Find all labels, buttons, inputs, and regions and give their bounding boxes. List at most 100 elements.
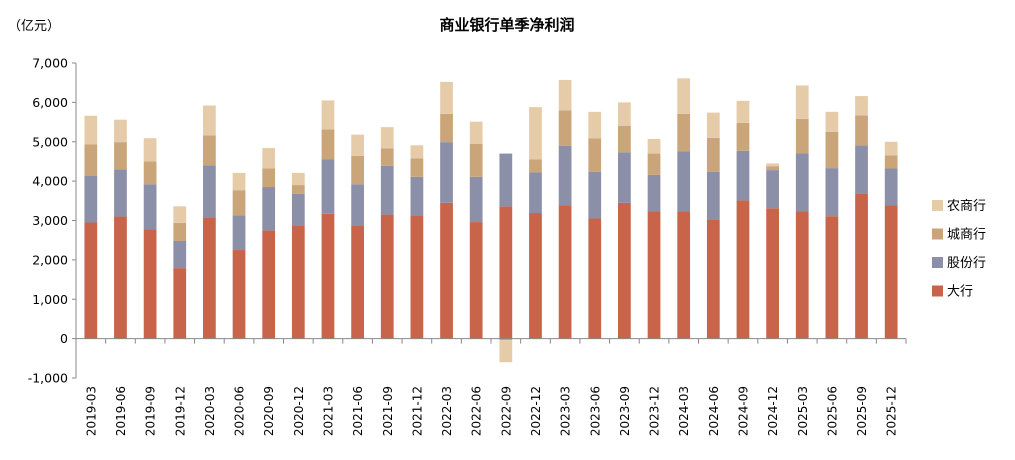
bar-1-2025-09	[855, 193, 868, 339]
x-tick-label: 2024-03	[677, 386, 691, 436]
bar-4-2023-12	[647, 138, 661, 154]
bar-2-2019-06	[114, 169, 127, 217]
bar-2-2025-03	[795, 153, 809, 212]
bar-3-2023-12	[647, 153, 661, 175]
bar-3-2020-06	[232, 190, 246, 216]
bar-3-2022-12	[529, 159, 542, 173]
bar-2-2020-09	[262, 187, 276, 231]
bar-2-2023-06	[588, 171, 602, 219]
x-tick-label: 2025-09	[855, 386, 869, 436]
bar-1-2024-03	[677, 211, 691, 339]
bar-4-2023-09	[618, 102, 631, 126]
bar-4-2024-12	[766, 163, 779, 167]
x-tick-label: 2023-12	[648, 386, 662, 436]
bar-2-2023-12	[647, 174, 661, 212]
bar-2-2024-03	[677, 151, 691, 212]
bar-4-2024-09	[736, 100, 750, 123]
bar-3-2025-09	[855, 115, 868, 146]
bar-3-2021-12	[410, 158, 424, 177]
x-tick-label: 2025-12	[885, 386, 899, 436]
bar-4-2022-09	[499, 340, 513, 363]
bar-4-2025-06	[825, 111, 839, 132]
y-tick-label: 6,000	[32, 95, 68, 110]
y-tick-label: 7,000	[32, 56, 68, 71]
y-tick-label: 2,000	[32, 252, 68, 267]
bar-4-2022-06	[469, 121, 483, 144]
bar-4-2019-09	[143, 138, 157, 162]
bar-1-2024-12	[766, 208, 779, 339]
bar-3-2020-03	[203, 135, 216, 166]
bar-2-2022-03	[440, 142, 453, 203]
x-tick-label: 2022-03	[440, 386, 454, 436]
bar-2-2019-03	[84, 175, 98, 223]
bar-3-2023-06	[588, 138, 602, 172]
bar-2-2020-06	[232, 215, 246, 251]
bar-4-2025-09	[855, 96, 868, 116]
y-tick-label: 1,000	[32, 292, 68, 307]
bar-2-2019-12	[173, 240, 187, 269]
x-tick-label: 2020-06	[233, 386, 247, 436]
y-tick-label: 3,000	[32, 213, 68, 228]
bar-2-2025-06	[825, 168, 839, 217]
bar-1-2019-03	[84, 222, 98, 339]
x-tick-label: 2021-09	[381, 386, 395, 436]
bar-2-2022-12	[529, 172, 542, 214]
legend-label: 大行	[947, 285, 973, 300]
bar-1-2023-06	[588, 218, 602, 339]
bar-2-2024-06	[706, 171, 720, 220]
bars	[84, 78, 898, 363]
x-tick-label: 2025-06	[825, 386, 839, 436]
x-tick-label: 2024-09	[736, 386, 750, 436]
x-tick-label: 2025-03	[796, 386, 810, 436]
x-tick-label: 2022-09	[499, 386, 513, 436]
y-tick-label: 0	[60, 331, 68, 346]
bar-2-2019-09	[143, 184, 157, 230]
bar-1-2025-12	[884, 205, 898, 339]
bar-1-2020-06	[232, 250, 246, 339]
x-tick-label: 2022-06	[470, 386, 484, 436]
bar-3-2023-09	[618, 126, 631, 153]
bar-2-2021-06	[351, 184, 364, 227]
bar-4-2020-03	[203, 105, 216, 136]
bar-4-2019-03	[84, 115, 98, 145]
bar-3-2020-09	[262, 168, 276, 188]
legend-swatch	[932, 200, 943, 211]
bar-3-2022-09	[499, 338, 513, 341]
bar-2-2023-09	[618, 152, 631, 203]
x-tick-label: 2024-06	[707, 386, 721, 436]
x-tick-label: 2023-03	[559, 386, 573, 436]
bar-4-2023-03	[558, 79, 572, 111]
bar-2-2021-09	[380, 165, 394, 215]
y-tick-label: 5,000	[32, 134, 68, 149]
x-tick-label: 2020-09	[262, 386, 276, 436]
bar-1-2025-06	[825, 216, 839, 339]
bar-4-2021-03	[321, 100, 335, 130]
bar-2-2022-09	[499, 153, 513, 207]
bar-2-2022-06	[469, 176, 483, 223]
bar-2-2024-12	[766, 170, 779, 209]
bar-3-2025-12	[884, 155, 898, 169]
bar-2-2020-03	[203, 165, 216, 218]
x-axis: 2019-03 2019-06 2019-09 2019-12 2020-03 2020-…	[75, 338, 907, 436]
bar-4-2021-12	[410, 145, 424, 159]
bar-4-2023-06	[588, 111, 602, 139]
bar-3-2023-03	[558, 110, 572, 146]
bar-4-2024-06	[706, 112, 720, 138]
bar-3-2022-06	[469, 143, 483, 177]
y-axis: -1,000 0 1,000 2,000 3,000 4,000 5,000 6,000 7,0…	[28, 56, 77, 386]
bar-4-2025-03	[795, 85, 809, 119]
x-tick-label: 2021-12	[410, 386, 424, 436]
unit-label: （亿元）	[8, 19, 60, 34]
bar-1-2019-09	[143, 229, 157, 339]
bar-1-2020-12	[291, 226, 305, 339]
bar-1-2021-06	[351, 226, 364, 339]
legend-swatch	[932, 285, 943, 297]
bar-1-2021-09	[380, 214, 394, 339]
legend-label: 股份行	[947, 256, 986, 271]
x-tick-label: 2021-06	[351, 386, 365, 436]
bar-2-2025-09	[855, 145, 868, 194]
bar-1-2022-06	[469, 222, 483, 339]
bar-1-2019-06	[114, 216, 127, 339]
x-tick-label: 2019-03	[84, 386, 98, 436]
